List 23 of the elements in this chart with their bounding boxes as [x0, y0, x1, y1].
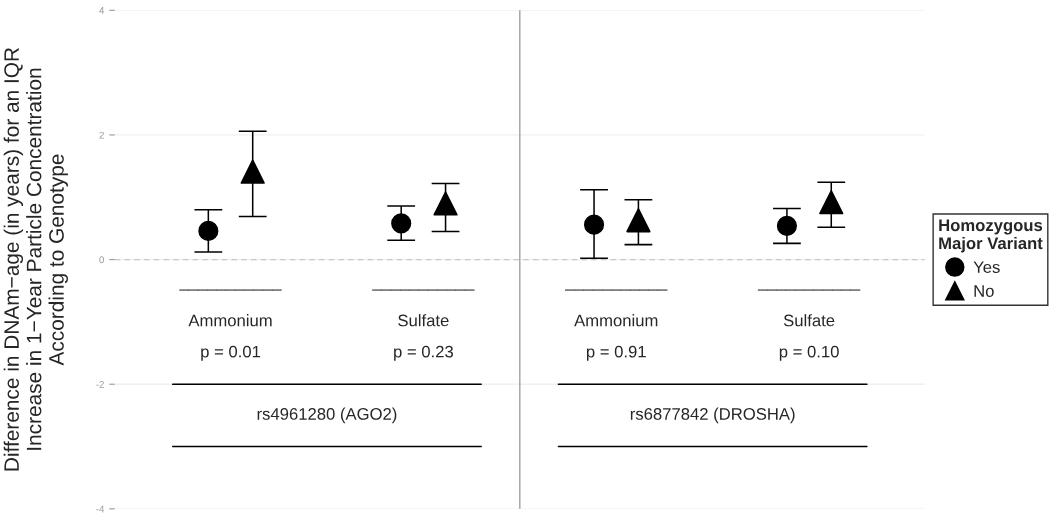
y-tick-label: -2 [96, 380, 104, 388]
annotation: ___________ [565, 289, 668, 291]
y-tick-label: 2 [99, 131, 104, 139]
legend-label: No [974, 285, 994, 297]
y-tick-label: 0 [99, 256, 105, 264]
y-tick-label: 4 [99, 7, 105, 14]
annotation: Sulfate [398, 314, 449, 327]
legend-title: Homozygous Major Variant [939, 219, 1043, 253]
y-tick-label: -4 [96, 505, 105, 513]
annotation: p = 0.23 [394, 345, 453, 361]
annotation: p = 0.91 [586, 345, 646, 361]
legend-label: Yes [973, 261, 1000, 274]
annotation: p = 0.10 [779, 345, 839, 361]
annotation: Sulfate [783, 314, 835, 327]
annotation: ___________ [372, 289, 475, 291]
annotation: Ammonium [188, 314, 272, 327]
annotation: ___________ [179, 289, 282, 291]
annotation: Ammonium [574, 314, 658, 327]
annotation: rs4961280 (AGO2) [257, 407, 397, 424]
y-axis-title: Difference in DNAm−age (in years) for an IQR Increase in 1−Year Particle Concentration According to Genotype [3, 47, 68, 471]
annotation: ___________ [757, 289, 861, 291]
annotation: p = 0.01 [201, 345, 261, 361]
annotation: rs6877842 (DROSHA) [630, 407, 795, 424]
